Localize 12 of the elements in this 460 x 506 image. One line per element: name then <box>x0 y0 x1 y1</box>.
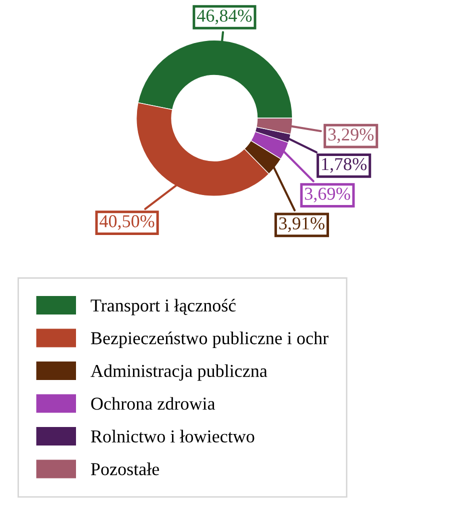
data-label: 3,91% <box>279 217 324 232</box>
data-label: 40,50% <box>100 215 154 230</box>
data-label: 3,29% <box>328 128 374 144</box>
data-label: 46,84% <box>196 10 252 24</box>
legend-label: Bezpieczeństwo publiczne i ochr <box>90 332 328 348</box>
legend-label: Transport i łączność <box>90 298 236 316</box>
data-label: 3,69% <box>305 188 350 202</box>
legend-label: Rolnictwo i łowiectwo <box>90 430 254 443</box>
legend-label: Pozostałe <box>90 462 160 476</box>
data-label: 1,78% <box>322 158 367 173</box>
legend-label: Administracja publiczna <box>90 364 268 381</box>
legend-label: Ochrona zdrowia <box>91 397 216 410</box>
